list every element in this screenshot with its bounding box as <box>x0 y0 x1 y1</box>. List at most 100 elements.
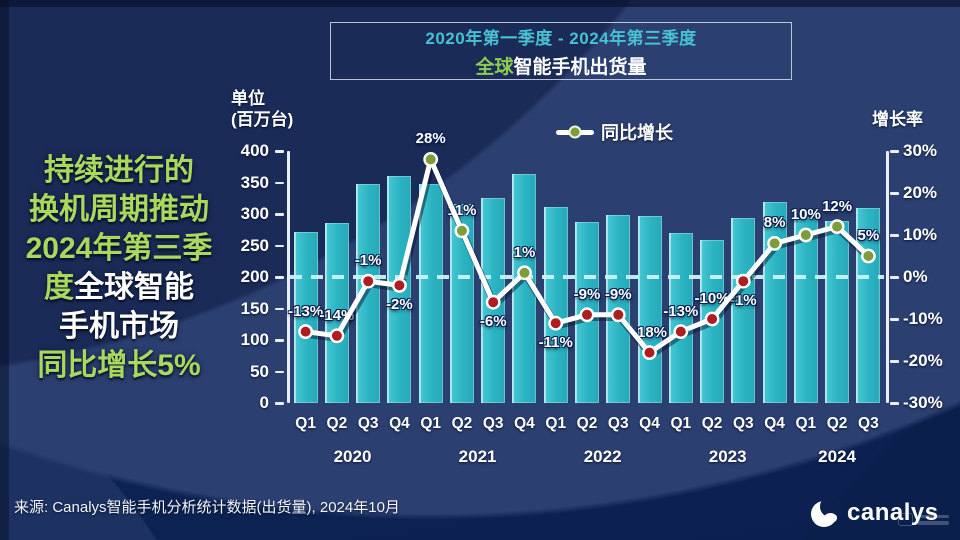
left-tick-label: 200 <box>240 267 269 286</box>
left-axis-title-line1: 单位 <box>231 89 265 108</box>
left-axis-title-line2: (百万台) <box>231 110 294 129</box>
year-label: 2023 <box>708 447 747 466</box>
bar <box>606 215 631 403</box>
x-tick-label: Q3 <box>732 415 754 432</box>
left-tick-label: 50 <box>250 361 269 381</box>
right-tick-label: 30% <box>903 141 938 160</box>
x-tick-label: Q4 <box>764 415 785 432</box>
growth-label: -2% <box>386 296 413 314</box>
chart-title-rest: 智能手机出货量 <box>513 56 647 78</box>
left-tick-mark <box>275 370 284 373</box>
x-tick-label: Q3 <box>858 415 879 432</box>
growth-label: -18% <box>632 323 668 341</box>
left-tick-label: 150 <box>240 298 269 318</box>
x-tick-label: Q2 <box>451 415 473 432</box>
x-tick-label: Q4 <box>514 415 535 432</box>
growth-label: 5% <box>857 227 880 244</box>
x-tick-label: Q1 <box>545 415 567 432</box>
top-edge-band <box>0 0 960 7</box>
year-label: 2022 <box>583 447 622 466</box>
x-tick-label: Q4 <box>389 415 410 432</box>
bar <box>825 220 850 403</box>
x-tick-label: Q3 <box>482 415 504 432</box>
left-tick-mark <box>275 244 284 247</box>
headline-line: 持续进行的 <box>6 151 232 190</box>
headline-line: 换机周期推动 <box>6 190 232 229</box>
canalys-logo-text: canalys <box>847 499 939 526</box>
right-tick-mark <box>890 402 899 405</box>
right-tick-label: 0% <box>903 267 928 286</box>
left-axis-title: 单位 (百万台) <box>231 88 293 130</box>
bar <box>543 207 568 403</box>
right-tick-label: -10% <box>903 309 943 328</box>
line-series-dot-icon <box>568 125 582 139</box>
year-label: 2021 <box>458 447 497 466</box>
growth-label: 11% <box>447 201 477 219</box>
bar <box>449 203 474 403</box>
headline: 持续进行的 换机周期推动 2024年第三季 度全球智能 手机市场 同比增长5% <box>6 151 232 385</box>
growth-label: -11% <box>538 334 573 352</box>
left-tick-label: 300 <box>240 204 269 223</box>
left-tick-label: 400 <box>240 141 269 160</box>
bar <box>387 176 412 403</box>
headline-line: 手机市场 <box>6 307 232 346</box>
right-tick-mark <box>890 276 899 279</box>
chart-title: 全球智能手机出货量 <box>331 52 791 79</box>
growth-label: -14% <box>319 306 355 324</box>
left-tick-label: 350 <box>240 172 269 192</box>
bar <box>700 240 725 403</box>
chart-period: 2020年第一季度 - 2024年第三季度 <box>425 28 697 48</box>
bar <box>481 198 506 403</box>
headline-text: 持续进行的 <box>44 154 194 187</box>
bar <box>793 216 818 403</box>
growth-label: -9% <box>604 285 632 303</box>
right-tick-label: 10% <box>903 225 938 244</box>
chart-title-box: 2020年第一季度 - 2024年第三季度 全球智能手机出货量 <box>330 22 792 80</box>
right-tick-label: 20% <box>903 183 938 202</box>
line-series-icon <box>556 125 594 139</box>
right-tick-mark <box>890 360 899 363</box>
legend-label: 同比增长 <box>601 123 673 143</box>
x-tick-label: Q3 <box>357 415 379 432</box>
headline-line: 2024年第三季 <box>6 229 232 268</box>
right-tick-label: -30% <box>903 393 943 412</box>
year-label: 2020 <box>333 447 372 466</box>
x-tick-label: Q4 <box>639 415 660 432</box>
left-edge-band <box>0 0 9 540</box>
bar <box>356 183 381 403</box>
left-tick-mark <box>275 181 284 184</box>
x-tick-label: Q2 <box>701 415 723 432</box>
canalys-logo-icon <box>811 496 842 527</box>
headline-line: 同比增长5% <box>6 346 232 385</box>
x-tick-label: Q2 <box>826 415 848 432</box>
headline-text: 全球智能 <box>74 271 194 304</box>
left-tick-mark <box>275 213 284 216</box>
zero-growth-line <box>290 275 884 279</box>
headline-text: 2024年第三季 <box>25 232 213 265</box>
x-tick-label: Q3 <box>607 415 629 432</box>
right-tick-mark <box>890 150 899 153</box>
x-tick-label: Q2 <box>326 415 348 432</box>
x-tick-label: Q1 <box>670 415 692 432</box>
right-axis-line <box>886 151 889 403</box>
left-tick-label: 0 <box>259 393 269 412</box>
right-tick-mark <box>890 318 899 321</box>
left-axis-line <box>287 151 290 403</box>
headline-text: 换机周期推动 <box>29 193 209 226</box>
canalys-logo: canalys <box>808 496 939 530</box>
right-tick-label: -20% <box>903 351 943 370</box>
left-tick-mark <box>275 276 284 279</box>
watermark-text-lines <box>917 514 949 525</box>
growth-label: -1% <box>354 252 382 270</box>
right-axis-title: 增长率 <box>872 110 923 129</box>
watermark-icon <box>898 513 913 526</box>
right-tick-mark <box>890 192 899 195</box>
x-tick-label: Q1 <box>420 415 442 432</box>
left-tick-mark <box>275 150 284 153</box>
legend: 同比增长 <box>556 119 673 145</box>
left-tick-mark <box>275 339 284 342</box>
growth-label: 28% <box>415 130 446 148</box>
growth-label: 1% <box>513 243 536 261</box>
growth-label: -6% <box>479 313 507 331</box>
